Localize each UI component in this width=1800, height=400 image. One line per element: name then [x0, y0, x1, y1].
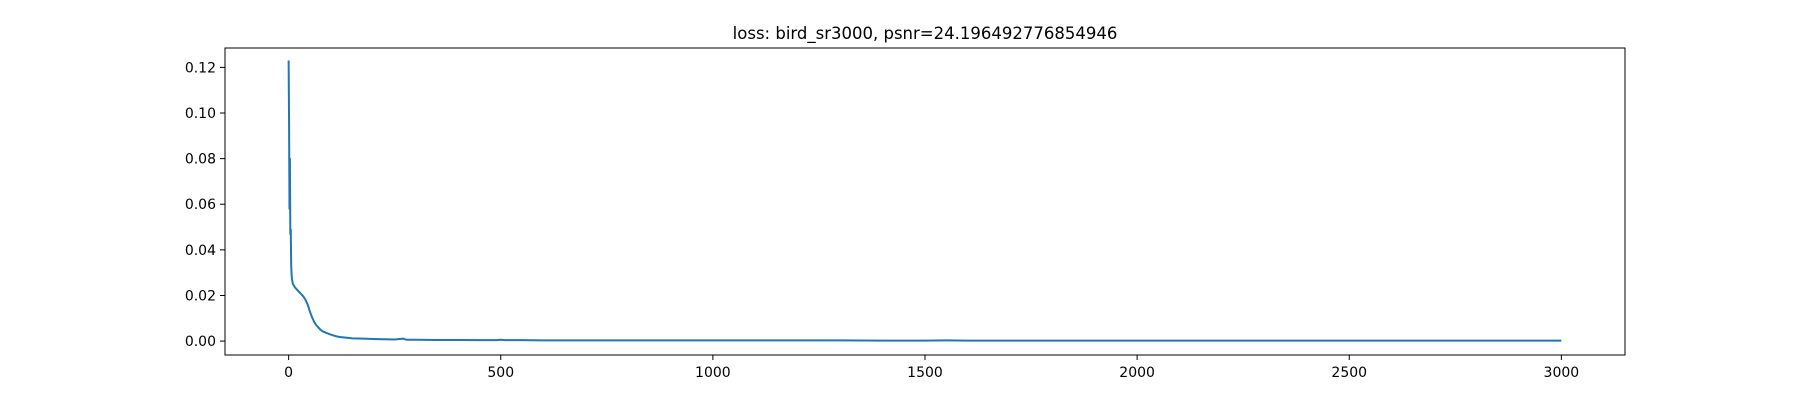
- x-tick-label: 1000: [695, 365, 731, 381]
- x-tick-label: 0: [284, 365, 293, 381]
- y-tick-label: 0.02: [185, 288, 216, 304]
- x-tick-label: 1500: [907, 365, 943, 381]
- y-tick-label: 0.00: [185, 334, 216, 350]
- plot-area-frame: [224, 47, 1626, 356]
- x-tick-label: 2000: [1119, 365, 1155, 381]
- y-tick-label: 0.06: [185, 197, 216, 213]
- loss-series-line: [287, 60, 1562, 342]
- y-tick-label: 0.12: [185, 60, 216, 76]
- y-tick-label: 0.10: [185, 106, 216, 122]
- x-tick-label: 2500: [1331, 365, 1367, 381]
- y-tick-label: 0.08: [185, 152, 216, 168]
- x-tick-label: 500: [487, 365, 514, 381]
- y-axis: 0.00 0.02 0.04 0.06 0.08 0.10 0.12: [185, 60, 225, 350]
- x-axis: 0 500 1000 1500 2000 2500 3000: [284, 355, 1579, 381]
- series-layer: [287, 60, 1562, 342]
- chart-title: loss: bird_sr3000, psnr=24.1964927768549…: [733, 24, 1118, 44]
- x-tick-label: 3000: [1544, 365, 1580, 381]
- y-tick-label: 0.04: [185, 243, 216, 259]
